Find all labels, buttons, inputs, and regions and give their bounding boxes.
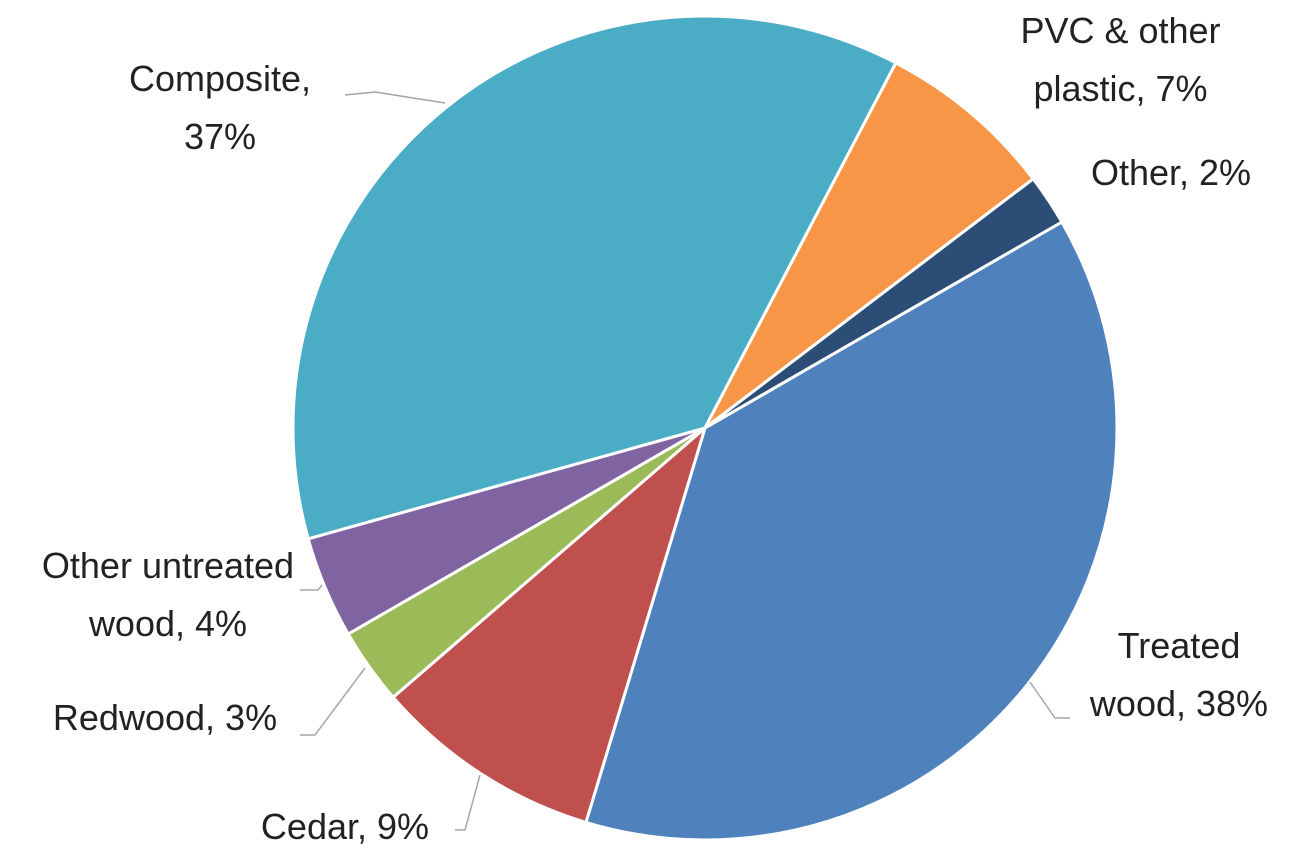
slice [584, 219, 1119, 842]
data-label: Treated wood 38% [1068, 617, 1290, 733]
category-label: Other untreated wood [42, 545, 294, 644]
data-label: Other 2% [1060, 144, 1282, 202]
data-label: PVC & other plastic 7% [998, 2, 1243, 118]
value-label: 3% [225, 697, 278, 738]
category-label: Composite [129, 58, 311, 99]
leader-line [455, 774, 481, 831]
leader-line [300, 584, 323, 591]
data-label: Composite 37% [100, 50, 340, 166]
slices [291, 14, 1119, 842]
category-label: Other [1091, 152, 1189, 193]
value-label: 4% [195, 603, 248, 644]
data-label: Cedar 9% [235, 798, 455, 856]
slice [704, 176, 1064, 430]
value-label: 37% [183, 116, 257, 157]
value-label: 2% [1199, 152, 1252, 193]
data-label: Redwood 3% [20, 689, 310, 747]
leader-line [344, 91, 446, 104]
value-label: 9% [377, 806, 430, 847]
category-label: Cedar [261, 806, 367, 847]
value-label: 7% [1155, 68, 1208, 109]
leader-line [300, 667, 366, 736]
category-label: Redwood [53, 697, 215, 738]
slice [291, 14, 898, 541]
value-label: 38% [1196, 683, 1269, 724]
slice [703, 60, 1036, 430]
data-label: Other untreated wood 4% [0, 537, 336, 653]
slice [391, 423, 708, 825]
leader-line [1029, 681, 1070, 719]
